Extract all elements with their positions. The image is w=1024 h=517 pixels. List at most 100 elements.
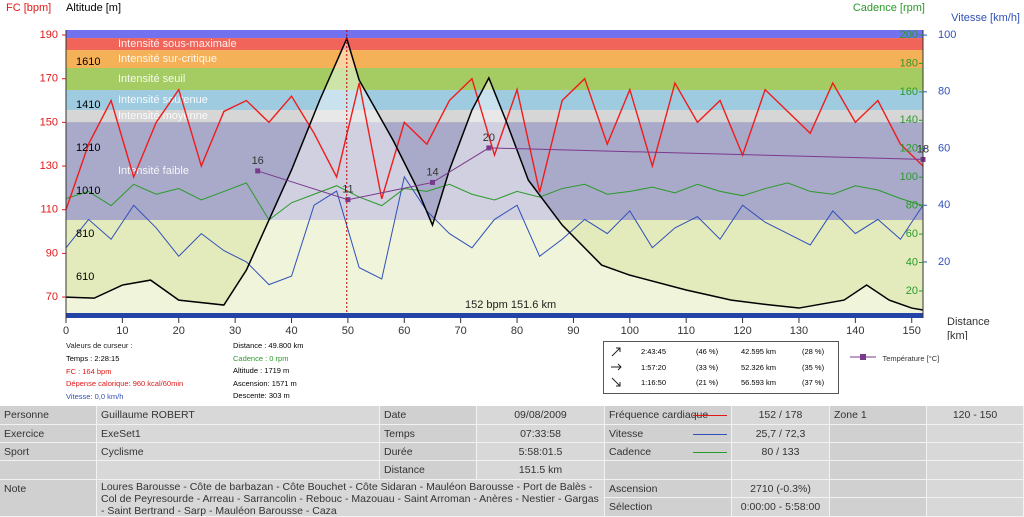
fc-tick-label: 70 [46, 291, 58, 303]
altitude-tick-label: 1410 [76, 99, 100, 111]
series-swatch [693, 434, 727, 435]
temperature-marker [345, 197, 351, 203]
field-label: Durée [380, 443, 477, 461]
table-cell [927, 480, 1024, 498]
x-tick-label: 20 [173, 325, 185, 337]
cursor-value: Distance : 49.800 km [233, 341, 304, 350]
field-value: 5:58:01.5 [477, 443, 605, 461]
cursor-value: Cadence : 0 rpm [233, 353, 289, 363]
cadence-tick-label: 200 [900, 29, 918, 41]
zone-band [66, 110, 923, 123]
segment-time-pct: (33 %) [696, 362, 719, 372]
series-line [65, 36, 924, 311]
fc-tick-label: 90 [46, 247, 58, 259]
bottom-bar [66, 313, 923, 318]
zone-band [66, 50, 923, 68]
x-tick-label: 50 [342, 325, 354, 337]
temperature-marker [486, 145, 492, 151]
segment-time: 1:16:50 [641, 378, 667, 387]
up-arrow [611, 347, 621, 357]
table-cell [830, 425, 927, 443]
field-label: Cadence [605, 443, 732, 461]
x-tick-label: 150 [903, 325, 921, 337]
cadence-tick-label: 160 [900, 86, 918, 98]
chart: FC [bpm] Altitude [m] Cadence [rpm] Vite… [6, 2, 1020, 340]
info-table: Personne Guillaume ROBERT Exercice ExeSet1 S… [0, 406, 1024, 517]
table-cell [927, 498, 1024, 517]
cadence-axis-title: Cadence [rpm] [853, 2, 925, 14]
zone-band [66, 67, 923, 91]
field-label: Exercice [0, 425, 97, 443]
zone-band [66, 30, 923, 39]
field-value: Guillaume ROBERT [97, 406, 380, 425]
segment-distance: 56.593 km [741, 378, 777, 387]
cadence-tick-label: 120 [900, 143, 918, 155]
altitude-tick-label: 1210 [76, 142, 100, 154]
field-label: Ascension [605, 480, 732, 498]
temperature-label: 16 [252, 155, 264, 167]
x-tick-label: 130 [790, 325, 808, 337]
zone-label: Intensité soutenue [118, 94, 208, 106]
series-swatch [693, 415, 727, 416]
table-cell [0, 461, 97, 480]
x-tick-label: 120 [733, 325, 751, 337]
fc-tick-label: 170 [40, 73, 58, 85]
segment-distance-pct: (35 %) [802, 362, 825, 372]
temperature-label: 20 [483, 132, 495, 144]
x-tick-label: 30 [229, 325, 241, 337]
field-value: 80 / 133 [732, 443, 830, 461]
temperature-marker [429, 179, 435, 185]
x-tick-label: 90 [567, 325, 579, 337]
cadence-tick-label: 60 [906, 228, 918, 240]
field-label: Sélection [605, 498, 732, 517]
speed-tick-label: 20 [938, 256, 950, 268]
zone-label: Intensité sous-maximale [118, 38, 237, 50]
temperature-label: 11 [342, 184, 353, 196]
altitude-axis-title: Altitude [m] [66, 2, 121, 14]
temperature-label: 14 [426, 166, 438, 178]
altitude-area [66, 38, 923, 314]
table-cell [830, 498, 927, 517]
speed-tick-label: 80 [938, 86, 950, 98]
field-label: Note [0, 480, 97, 517]
series-line [65, 175, 924, 286]
segment-distance-pct: (28 %) [802, 347, 825, 356]
altitude-tick-label: 1610 [76, 56, 100, 68]
note-text: Loures Barousse - Côte de barbazan - Côt… [97, 480, 605, 517]
zone-label: Intensité sur-critique [118, 53, 217, 65]
altitude-tick-label: 610 [76, 271, 94, 283]
cursor-value: Descente: 303 m [233, 391, 290, 400]
fc-tick-label: 150 [40, 116, 58, 128]
zone-band [66, 38, 923, 51]
zone-value: 120 - 150 [927, 406, 1024, 425]
table-cell [605, 461, 732, 480]
x-tick-label: 10 [116, 325, 128, 337]
cursor-value: Vitesse: 0,0 km/h [66, 391, 124, 401]
table-cell [830, 461, 927, 480]
field-value: 25,7 / 72,3 [732, 425, 830, 443]
field-label: Distance [380, 461, 477, 480]
cadence-tick-label: 40 [906, 256, 918, 268]
temperature-marker [255, 168, 261, 174]
annotation: 152 bpm 151.6 km [465, 299, 556, 311]
x-tick-label: 70 [455, 325, 467, 337]
cursor-value: FC : 164 bpm [66, 366, 112, 376]
series-line [65, 77, 924, 210]
legend-label: Température [°C] [882, 354, 940, 363]
cursor-value: Temps : 2:28:15 [66, 354, 120, 363]
x-tick-label: 110 [677, 325, 695, 337]
table-cell [927, 461, 1024, 480]
field-value: 152 / 178 [732, 406, 830, 425]
speed-tick-label: 40 [938, 199, 950, 211]
series-swatch [693, 452, 727, 453]
cadence-tick-label: 140 [900, 114, 918, 126]
altitude-tick-label: 1010 [76, 185, 100, 197]
field-value: Cyclisme [97, 443, 380, 461]
cursor-title: Valeurs de curseur : [66, 341, 133, 350]
x-axis-unit: [km] [947, 330, 968, 340]
table-cell [830, 480, 927, 498]
table-cell [830, 443, 927, 461]
segment-distance: 42.595 km [741, 347, 777, 356]
segment-distance-pct: (37 %) [802, 378, 825, 387]
field-label: Date [380, 406, 477, 425]
